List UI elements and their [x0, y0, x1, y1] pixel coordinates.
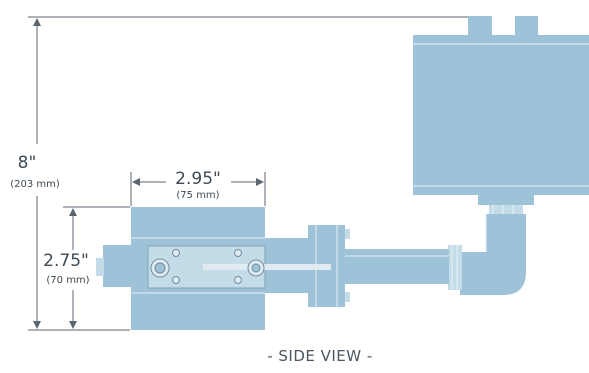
top-connector-right — [515, 16, 538, 35]
screw-top-left — [172, 249, 180, 257]
sliding-rod — [203, 264, 331, 270]
housing-neck — [478, 195, 534, 205]
left-stub-tip — [96, 258, 104, 276]
pipe-coupling — [448, 245, 462, 290]
flange-bolt-bottom — [345, 292, 350, 302]
housing-neck-collar — [489, 205, 523, 214]
screw-bottom-right — [234, 276, 242, 284]
view-caption: - SIDE VIEW - — [267, 347, 373, 365]
width-metric-label: (75 mm) — [176, 190, 219, 201]
screw-top-right — [234, 249, 242, 257]
left-port-inner — [154, 262, 166, 274]
width-imperial-label: 2.95" — [175, 169, 221, 189]
plate-screws — [172, 249, 242, 284]
flange-bolt-top — [345, 229, 350, 239]
depth-imperial-label: 2.75" — [43, 251, 89, 271]
horizontal-pipe — [345, 249, 449, 284]
left-stub — [103, 245, 133, 287]
width-dimension: 2.95" (75 mm) — [130, 169, 266, 206]
upper-housing — [413, 35, 589, 195]
right-port-inner — [251, 263, 261, 273]
depth-dimension: 2.75" (70 mm) — [43, 206, 130, 329]
top-connector-left — [468, 16, 492, 35]
screw-bottom-left — [172, 276, 180, 284]
depth-metric-label: (70 mm) — [46, 275, 89, 286]
right-port — [247, 259, 265, 277]
left-port — [150, 258, 170, 278]
elbow-pipe — [460, 214, 526, 295]
height-dimension: 8" (203 mm) — [10, 16, 468, 331]
height-imperial-label: 8" — [18, 153, 37, 173]
height-metric-label: (203 mm) — [10, 179, 60, 190]
device-illustration — [96, 16, 589, 330]
